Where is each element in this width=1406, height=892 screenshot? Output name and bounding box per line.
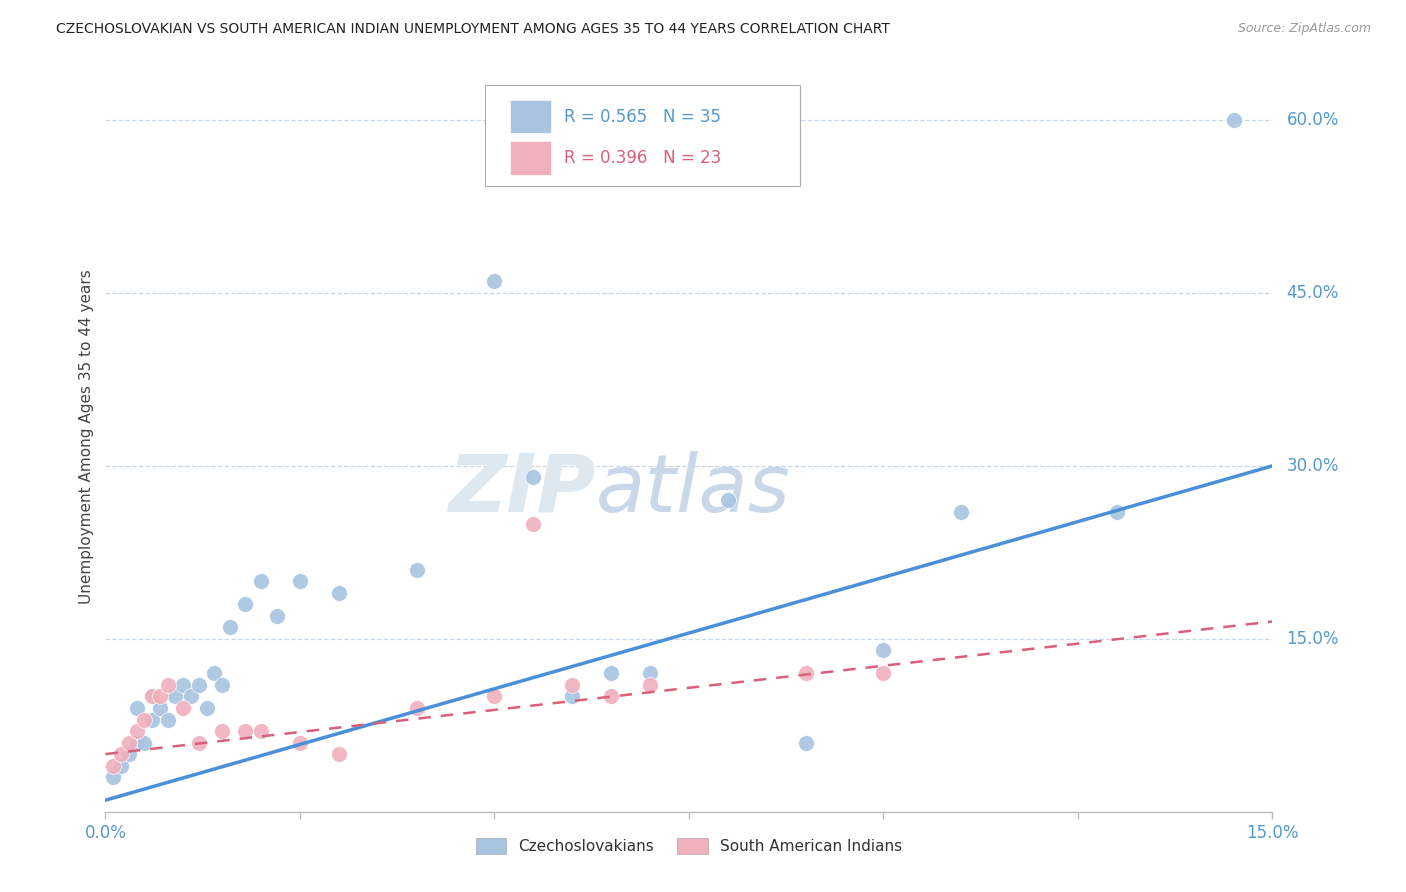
Text: R = 0.565   N = 35: R = 0.565 N = 35 [564, 108, 721, 126]
Point [717, 493, 740, 508]
Point [638, 666, 661, 681]
Point [141, 713, 163, 727]
Point [134, 713, 156, 727]
Point [288, 735, 311, 749]
Point [219, 620, 242, 634]
Point [118, 747, 141, 761]
Point [156, 713, 179, 727]
Point [561, 678, 583, 692]
Point [950, 505, 973, 519]
Text: 45.0%: 45.0% [1286, 284, 1339, 302]
Point [794, 666, 817, 681]
Point [328, 585, 350, 599]
Point [172, 678, 194, 692]
Point [103, 758, 125, 772]
Point [638, 678, 661, 692]
Point [600, 690, 623, 704]
Point [187, 735, 209, 749]
Point [149, 701, 172, 715]
Point [250, 724, 273, 739]
Point [405, 563, 427, 577]
Point [600, 666, 623, 681]
Point [1222, 113, 1244, 128]
Point [165, 690, 187, 704]
Point [110, 747, 132, 761]
Text: CZECHOSLOVAKIAN VS SOUTH AMERICAN INDIAN UNEMPLOYMENT AMONG AGES 35 TO 44 YEARS : CZECHOSLOVAKIAN VS SOUTH AMERICAN INDIAN… [56, 22, 890, 37]
Point [125, 701, 148, 715]
Text: 60.0%: 60.0% [1286, 112, 1339, 129]
Point [187, 678, 209, 692]
Point [103, 770, 125, 784]
Point [522, 470, 544, 484]
Point [872, 643, 894, 657]
Point [156, 678, 179, 692]
Text: Source: ZipAtlas.com: Source: ZipAtlas.com [1237, 22, 1371, 36]
Y-axis label: Unemployment Among Ages 35 to 44 years: Unemployment Among Ages 35 to 44 years [79, 269, 94, 605]
Point [211, 724, 233, 739]
Point [141, 690, 163, 704]
Point [405, 701, 427, 715]
FancyBboxPatch shape [485, 85, 800, 186]
Point [328, 747, 350, 761]
Point [522, 516, 544, 531]
Point [195, 701, 218, 715]
Point [561, 690, 583, 704]
Text: ZIP: ZIP [449, 450, 596, 529]
Point [484, 275, 506, 289]
Point [125, 735, 148, 749]
Text: 30.0%: 30.0% [1286, 457, 1339, 475]
Point [149, 690, 172, 704]
Point [288, 574, 311, 589]
Point [484, 690, 506, 704]
Legend: Czechoslovakians, South American Indians: Czechoslovakians, South American Indians [470, 832, 908, 860]
Text: atlas: atlas [596, 450, 790, 529]
Text: R = 0.396   N = 23: R = 0.396 N = 23 [564, 149, 721, 167]
Point [211, 678, 233, 692]
Point [118, 735, 141, 749]
Point [180, 690, 202, 704]
Point [872, 666, 894, 681]
Point [266, 608, 288, 623]
Point [235, 597, 257, 611]
Point [141, 690, 163, 704]
Point [250, 574, 273, 589]
Point [172, 701, 194, 715]
Text: 15.0%: 15.0% [1286, 630, 1339, 648]
Point [235, 724, 257, 739]
Point [110, 758, 132, 772]
Point [202, 666, 225, 681]
FancyBboxPatch shape [510, 141, 551, 175]
FancyBboxPatch shape [510, 100, 551, 134]
Point [134, 735, 156, 749]
Point [1105, 505, 1128, 519]
Point [125, 724, 148, 739]
Point [794, 735, 817, 749]
